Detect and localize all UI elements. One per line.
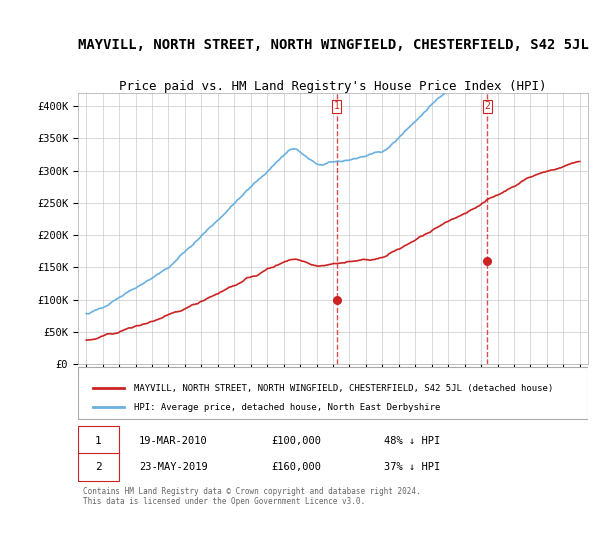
Text: 1: 1 <box>95 436 102 446</box>
Text: 37% ↓ HPI: 37% ↓ HPI <box>384 462 440 472</box>
FancyBboxPatch shape <box>78 452 119 481</box>
Text: MAYVILL, NORTH STREET, NORTH WINGFIELD, CHESTERFIELD, S42 5JL: MAYVILL, NORTH STREET, NORTH WINGFIELD, … <box>77 38 589 52</box>
Text: 19-MAR-2010: 19-MAR-2010 <box>139 436 208 446</box>
Point <box>482 256 492 265</box>
Text: 2: 2 <box>95 462 102 472</box>
Text: Contains HM Land Registry data © Crown copyright and database right 2024.
This d: Contains HM Land Registry data © Crown c… <box>83 487 421 506</box>
Text: 1: 1 <box>334 101 340 111</box>
FancyBboxPatch shape <box>78 367 588 419</box>
Text: £160,000: £160,000 <box>272 462 322 472</box>
Text: 2: 2 <box>485 101 490 111</box>
Text: £100,000: £100,000 <box>272 436 322 446</box>
Point <box>332 295 341 304</box>
Text: Price paid vs. HM Land Registry's House Price Index (HPI): Price paid vs. HM Land Registry's House … <box>119 80 547 93</box>
Text: HPI: Average price, detached house, North East Derbyshire: HPI: Average price, detached house, Nort… <box>134 403 440 412</box>
FancyBboxPatch shape <box>78 426 119 455</box>
Text: MAYVILL, NORTH STREET, NORTH WINGFIELD, CHESTERFIELD, S42 5JL (detached house): MAYVILL, NORTH STREET, NORTH WINGFIELD, … <box>134 384 553 393</box>
Text: 48% ↓ HPI: 48% ↓ HPI <box>384 436 440 446</box>
Text: 23-MAY-2019: 23-MAY-2019 <box>139 462 208 472</box>
